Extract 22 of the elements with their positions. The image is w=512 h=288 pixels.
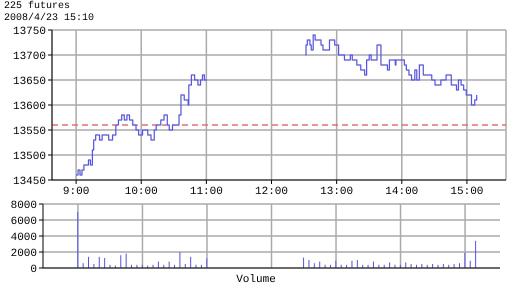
chart-title: 225 futures xyxy=(4,1,72,12)
chart-subtitle: 2008/4/23 15:10 xyxy=(4,13,94,25)
x-axis-title: Volume xyxy=(235,274,277,286)
x-tick-label: 14:00 xyxy=(385,186,418,198)
x-tick-label: 15:00 xyxy=(450,186,484,198)
y-tick-label: 13700 xyxy=(12,50,46,63)
y-tick-label: 13550 xyxy=(12,126,46,138)
x-tick-label: 9:00 xyxy=(62,186,90,198)
y-tick-label: 2000 xyxy=(10,248,37,260)
y-tick-label: 13750 xyxy=(12,26,46,38)
y-tick-label: 0 xyxy=(30,264,37,276)
y-tick-label: 8000 xyxy=(10,200,37,212)
y-tick-label: 13500 xyxy=(12,150,46,163)
x-tick-label: 10:00 xyxy=(124,186,158,198)
y-tick-label: 4000 xyxy=(10,232,37,244)
y-tick-label: 13450 xyxy=(12,176,46,188)
y-tick-label: 13600 xyxy=(12,100,46,113)
y-tick-label: 6000 xyxy=(10,216,37,228)
x-tick-label: 12:00 xyxy=(255,186,288,198)
x-tick-label: 11:00 xyxy=(190,186,223,198)
x-tick-label: 13:00 xyxy=(320,186,354,198)
y-tick-label: 13650 xyxy=(12,76,46,88)
